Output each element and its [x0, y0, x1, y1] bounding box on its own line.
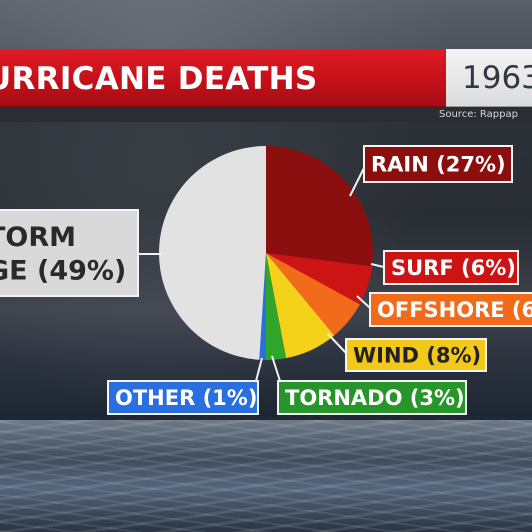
slice-labels: RAIN (27%) SURF (6%) OFFSHORE (6 WIND (8%) T… — [0, 145, 532, 415]
slice-label-box-6 — [0, 209, 139, 297]
leader-lines — [138, 167, 385, 382]
source-label: Source: Rappap — [439, 109, 518, 120]
slice-label-box-3 — [345, 338, 487, 372]
slice-label-6-line-1: GE (49%) — [0, 256, 126, 287]
pie-slice-1 — [266, 253, 373, 305]
year-box: 1963 — [446, 49, 532, 108]
slice-label-2: OFFSHORE (6 — [377, 298, 532, 322]
pie-slice-0 — [266, 146, 373, 267]
slice-label-0: RAIN (27%) — [371, 153, 506, 177]
slice-label-6-line-0: TORM — [0, 222, 76, 253]
pie-slices — [159, 146, 373, 360]
leader-line-2 — [356, 295, 371, 309]
background-sea-waves — [0, 420, 532, 532]
slice-label-4: TORNADO (3%) — [285, 386, 465, 410]
slice-label-5: OTHER (1%) — [115, 386, 257, 410]
slice-label-box-2 — [369, 292, 532, 327]
slice-label-box-1 — [383, 250, 519, 285]
pie-slice-5 — [259, 253, 266, 360]
slice-label-3: WIND (8%) — [353, 344, 481, 368]
year-label: 1963 — [462, 60, 532, 96]
slice-label-box-0 — [363, 145, 513, 183]
chart-title: URRICANE DEATHS — [0, 61, 318, 97]
leader-line-4 — [271, 355, 281, 382]
source-bar — [0, 107, 532, 122]
slice-label-box-5 — [107, 380, 259, 415]
pie-slice-6 — [159, 146, 266, 360]
leader-line-1 — [370, 263, 385, 268]
title-bar — [0, 49, 446, 108]
leader-line-0 — [349, 167, 365, 197]
pie-slice-3 — [266, 253, 335, 359]
leader-line-3 — [327, 333, 347, 354]
pie-slice-4 — [266, 253, 287, 360]
leader-line-5 — [255, 357, 263, 382]
pie-slice-2 — [266, 253, 360, 336]
slice-label-box-4 — [277, 380, 467, 415]
slice-label-1: SURF (6%) — [391, 256, 516, 280]
